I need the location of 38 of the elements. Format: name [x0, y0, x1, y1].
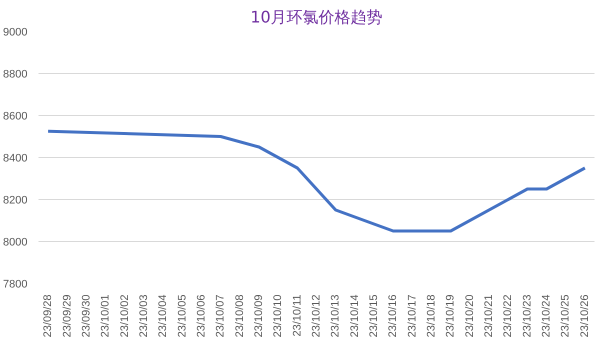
x-tick-label: 23/10/01 — [100, 294, 112, 338]
x-tick-label: 23/10/17 — [406, 294, 418, 338]
x-tick-label: 23/10/07 — [214, 294, 227, 338]
line-series — [46, 130, 586, 232]
x-tick-label: 23/10/08 — [234, 294, 246, 338]
x-tick-label: 23/10/23 — [521, 294, 534, 338]
x-tick-label: 23/10/06 — [195, 294, 208, 338]
x-tick-label: 23/10/14 — [348, 294, 361, 338]
y-tick-label: 9000 — [3, 26, 28, 38]
x-tick-label: 23/09/28 — [42, 294, 54, 338]
x-tick-label: 23/10/04 — [157, 294, 170, 338]
x-tick-label: 23/10/20 — [464, 294, 476, 338]
chart-title: 10月环氯价格趋势 — [250, 8, 383, 26]
x-tick-label: 23/10/19 — [444, 294, 457, 338]
y-tick-label: 8200 — [3, 194, 28, 206]
x-tick-label: 23/09/29 — [61, 294, 74, 338]
y-tick-label: 8400 — [3, 152, 28, 164]
x-tick-label: 23/10/12 — [310, 294, 322, 338]
x-tick-label: 23/10/05 — [176, 294, 188, 338]
y-tick-label: 8600 — [3, 110, 28, 122]
x-tick-label: 23/10/24 — [540, 294, 553, 338]
x-tick-label: 23/10/02 — [118, 294, 131, 338]
x-tick-label: 23/10/26 — [578, 294, 591, 338]
y-tick-label: 7800 — [3, 278, 28, 290]
y-tick-label: 8800 — [3, 68, 28, 80]
x-tick-label: 23/10/18 — [426, 294, 438, 338]
x-tick-label: 23/10/03 — [138, 294, 150, 338]
x-tick-label: 23/10/11 — [291, 294, 304, 336]
x-tick-label: 23/10/21 — [483, 294, 496, 338]
y-tick-label: 8000 — [3, 236, 28, 248]
x-tick-label: 23/10/09 — [252, 294, 265, 338]
x-tick-label: 23/10/25 — [560, 294, 572, 338]
x-tick-label: 23/09/30 — [80, 294, 92, 338]
x-tick-label: 23/10/16 — [387, 294, 400, 338]
x-tick-label: 23/10/13 — [330, 294, 342, 338]
x-tick-label: 23/10/15 — [368, 294, 380, 338]
x-tick-label: 23/10/10 — [272, 294, 284, 338]
x-tick-label: 23/10/22 — [502, 294, 514, 338]
